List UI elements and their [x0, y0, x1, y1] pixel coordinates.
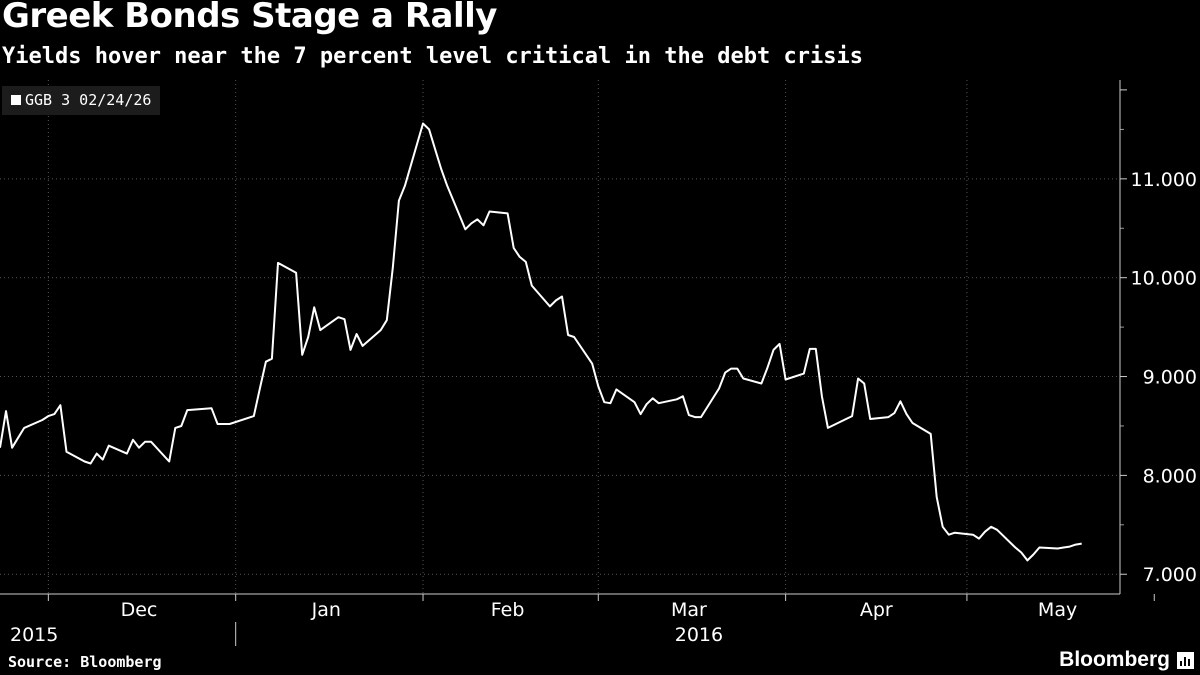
x-month-label: Jan — [311, 599, 341, 621]
y-tick-label: 10.000 — [1131, 268, 1197, 290]
y-tick-label: 9.000 — [1143, 367, 1197, 389]
grid-layer — [0, 80, 1118, 594]
series-layer — [0, 122, 1082, 562]
series-line — [0, 122, 1082, 562]
chart-title: Greek Bonds Stage a Rally — [2, 0, 497, 36]
legend: GGB 3 02/24/26 — [2, 86, 161, 115]
bar-chart-icon — [1177, 651, 1194, 669]
legend-label: GGB 3 02/24/26 — [25, 91, 152, 109]
x-year-label: 2015 — [10, 624, 58, 646]
x-year-label: 2016 — [675, 624, 723, 646]
y-tick-label: 7.000 — [1143, 564, 1197, 586]
x-month-label: Feb — [491, 599, 525, 621]
brand-name: Bloomberg — [1059, 648, 1170, 671]
x-month-label: Dec — [121, 599, 158, 621]
x-month-label: Mar — [671, 599, 707, 621]
legend-swatch — [11, 95, 21, 105]
chart-subtitle: Yields hover near the 7 percent level cr… — [2, 44, 863, 69]
source-note: Source: Bloomberg — [8, 653, 162, 671]
y-tick-label: 11.000 — [1131, 169, 1197, 191]
y-tick-label: 8.000 — [1143, 465, 1197, 487]
x-month-label: May — [1038, 599, 1077, 621]
x-month-label: Apr — [860, 599, 893, 621]
axis-layer: 7.000 8.000 9.000 10.000 11.000 Dec Jan Feb Mar A… — [0, 80, 1197, 646]
brand-logo: Bloomberg — [1059, 648, 1194, 672]
